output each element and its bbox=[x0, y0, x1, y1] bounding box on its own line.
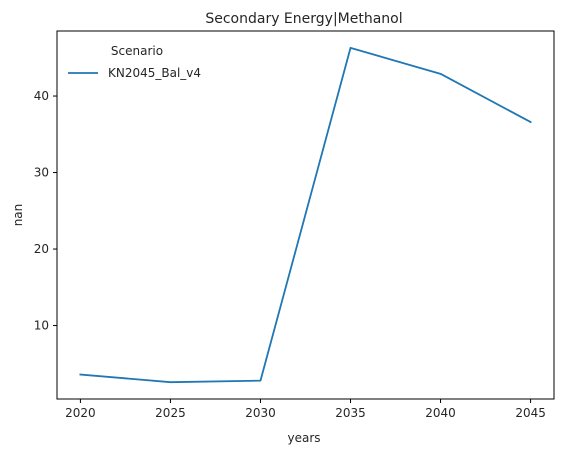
x-tick-label: 2045 bbox=[515, 406, 546, 420]
data-point bbox=[259, 379, 261, 381]
y-tick-label: 20 bbox=[34, 242, 49, 256]
x-tick-label: 2040 bbox=[425, 406, 456, 420]
data-point bbox=[439, 73, 441, 75]
data-point bbox=[79, 373, 81, 375]
data-point bbox=[169, 381, 171, 383]
legend: Scenario KN2045_Bal_v4 bbox=[68, 44, 201, 80]
x-axis-title: years bbox=[287, 431, 320, 445]
y-tick-label: 40 bbox=[34, 89, 49, 103]
chart-title: Secondary Energy|Methanol bbox=[205, 11, 402, 27]
x-tick-label: 2030 bbox=[245, 406, 276, 420]
legend-entry-label: KN2045_Bal_v4 bbox=[108, 66, 201, 80]
y-axis-title: nan bbox=[11, 204, 25, 227]
x-axis-ticks: 2020 2025 2030 2035 2040 2045 bbox=[65, 399, 546, 420]
y-tick-label: 10 bbox=[34, 319, 49, 333]
legend-title: Scenario bbox=[111, 44, 163, 58]
x-tick-label: 2035 bbox=[335, 406, 366, 420]
series-layer bbox=[79, 46, 532, 384]
data-point bbox=[529, 121, 531, 123]
series-line-kn2045-bal-v4 bbox=[79, 46, 532, 384]
data-point bbox=[349, 47, 351, 49]
y-tick-label: 30 bbox=[34, 166, 49, 180]
y-axis-ticks: 10 20 30 40 bbox=[34, 89, 57, 333]
plot-frame bbox=[56, 30, 555, 400]
x-tick-label: 2020 bbox=[65, 406, 96, 420]
x-tick-label: 2025 bbox=[155, 406, 186, 420]
